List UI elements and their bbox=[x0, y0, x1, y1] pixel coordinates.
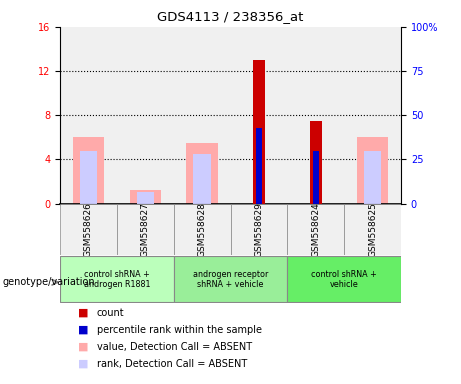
Text: ■: ■ bbox=[78, 325, 89, 335]
Bar bbox=[60, 27, 117, 204]
Bar bbox=[287, 27, 344, 204]
Text: androgen receptor
shRNA + vehicle: androgen receptor shRNA + vehicle bbox=[193, 270, 268, 289]
Text: control shRNA +
androgen R1881: control shRNA + androgen R1881 bbox=[83, 270, 150, 289]
FancyBboxPatch shape bbox=[60, 257, 174, 303]
Bar bbox=[73, 137, 104, 204]
Text: count: count bbox=[97, 308, 124, 318]
Text: GSM558629: GSM558629 bbox=[254, 202, 263, 257]
Bar bbox=[364, 151, 381, 204]
Bar bbox=[357, 137, 388, 204]
FancyBboxPatch shape bbox=[174, 204, 230, 255]
Bar bbox=[80, 151, 97, 204]
Text: value, Detection Call = ABSENT: value, Detection Call = ABSENT bbox=[97, 342, 252, 352]
Text: control shRNA +
vehicle: control shRNA + vehicle bbox=[311, 270, 377, 289]
FancyBboxPatch shape bbox=[287, 204, 344, 255]
Text: GSM558626: GSM558626 bbox=[84, 202, 93, 257]
FancyBboxPatch shape bbox=[174, 257, 287, 303]
Text: ■: ■ bbox=[78, 342, 89, 352]
Bar bbox=[117, 27, 174, 204]
Bar bbox=[256, 128, 262, 204]
Text: GSM558627: GSM558627 bbox=[141, 202, 150, 257]
Text: GSM558628: GSM558628 bbox=[198, 202, 207, 257]
Text: GSM558624: GSM558624 bbox=[311, 202, 320, 257]
FancyBboxPatch shape bbox=[60, 204, 117, 255]
Bar bbox=[194, 154, 211, 204]
FancyBboxPatch shape bbox=[117, 204, 174, 255]
FancyBboxPatch shape bbox=[287, 257, 401, 303]
Bar bbox=[186, 143, 218, 204]
FancyBboxPatch shape bbox=[344, 204, 401, 255]
Text: percentile rank within the sample: percentile rank within the sample bbox=[97, 325, 262, 335]
FancyBboxPatch shape bbox=[230, 204, 287, 255]
Text: GDS4113 / 238356_at: GDS4113 / 238356_at bbox=[157, 10, 304, 23]
Bar bbox=[344, 27, 401, 204]
Bar bbox=[130, 190, 161, 204]
Bar bbox=[136, 192, 154, 204]
Text: ■: ■ bbox=[78, 308, 89, 318]
Text: genotype/variation: genotype/variation bbox=[2, 277, 95, 287]
Bar bbox=[313, 151, 319, 204]
Bar bbox=[310, 121, 322, 204]
Text: ■: ■ bbox=[78, 359, 89, 369]
Bar bbox=[230, 27, 287, 204]
Text: GSM558625: GSM558625 bbox=[368, 202, 377, 257]
Bar bbox=[253, 60, 265, 204]
Bar bbox=[174, 27, 230, 204]
Text: rank, Detection Call = ABSENT: rank, Detection Call = ABSENT bbox=[97, 359, 247, 369]
